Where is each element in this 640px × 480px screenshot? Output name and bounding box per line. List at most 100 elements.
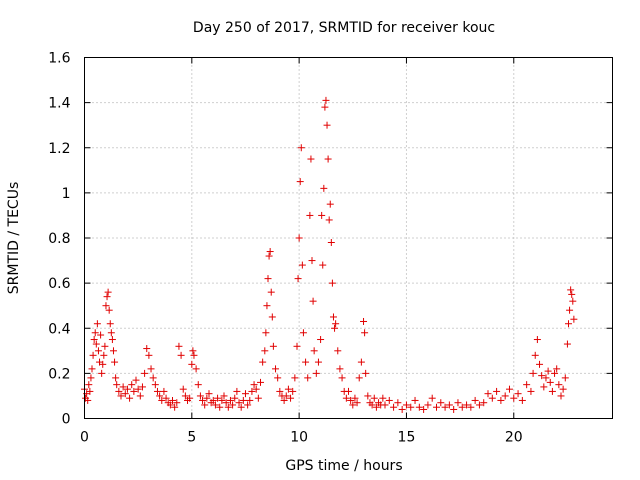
data-point <box>269 342 277 350</box>
data-point <box>351 394 359 402</box>
data-point <box>531 351 539 359</box>
data-point <box>514 390 522 398</box>
data-point <box>542 374 550 382</box>
data-point <box>203 394 211 402</box>
data-point <box>171 403 179 411</box>
data-point <box>467 403 475 411</box>
data-point <box>196 392 204 400</box>
data-point <box>360 317 368 325</box>
data-point <box>194 381 202 389</box>
data-point <box>136 392 144 400</box>
data-point <box>162 394 170 402</box>
data-point <box>428 394 436 402</box>
data-point <box>529 369 537 377</box>
data-point <box>99 360 107 368</box>
data-point <box>493 387 501 395</box>
y-tick-labels: 0 0.2 0.4 0.6 0.8 1 1.2 1.4 1.6 <box>48 51 70 428</box>
data-point <box>276 387 284 395</box>
data-point <box>480 399 488 407</box>
data-point <box>153 387 161 395</box>
data-point <box>141 369 149 377</box>
data-point <box>103 293 111 301</box>
data-point <box>411 396 419 404</box>
data-point <box>97 331 105 339</box>
data-point <box>218 396 226 404</box>
data-point <box>326 200 334 208</box>
data-point <box>248 387 256 395</box>
data-point <box>231 394 239 402</box>
data-point <box>328 279 336 287</box>
data-point <box>109 347 117 355</box>
data-point <box>540 383 548 391</box>
data-point <box>454 399 462 407</box>
data-point <box>570 315 578 323</box>
x-axis-label: GPS time / hours <box>285 458 402 474</box>
data-point <box>92 340 100 348</box>
data-point <box>89 351 97 359</box>
data-point <box>510 394 518 402</box>
data-point <box>156 392 164 400</box>
data-point <box>261 347 269 355</box>
data-point <box>239 396 247 404</box>
data-point <box>553 365 561 373</box>
y-tick-label: 1.2 <box>48 141 70 157</box>
data-point <box>538 372 546 380</box>
data-point <box>323 121 331 129</box>
data-point <box>160 387 168 395</box>
data-point <box>216 403 224 411</box>
data-point <box>433 403 440 411</box>
data-point <box>312 369 320 377</box>
data-point <box>304 374 312 382</box>
data-point <box>568 290 576 298</box>
data-point <box>268 313 276 321</box>
data-point <box>211 401 219 409</box>
data-point <box>189 347 197 355</box>
data-point <box>105 306 113 314</box>
data-point <box>293 342 301 350</box>
data-point <box>188 360 196 368</box>
data-point <box>267 288 275 296</box>
data-point <box>226 396 234 404</box>
y-tick-label: 0.4 <box>48 321 70 337</box>
data-point <box>175 342 183 350</box>
data-point <box>259 358 267 366</box>
data-point <box>284 385 292 393</box>
data-point <box>306 211 314 219</box>
x-tick-label: 15 <box>398 430 416 446</box>
data-point <box>398 405 406 413</box>
data-point <box>463 401 471 409</box>
data-point <box>87 374 95 382</box>
data-point <box>364 392 372 400</box>
data-point <box>111 358 119 366</box>
data-point <box>134 385 142 393</box>
data-point <box>113 381 121 389</box>
data-point <box>190 351 198 359</box>
data-point <box>272 365 280 373</box>
data-point <box>102 302 110 310</box>
data-point <box>567 286 575 294</box>
data-point <box>229 401 237 409</box>
data-point <box>527 387 535 395</box>
data-point <box>257 378 264 386</box>
data-point <box>90 336 98 344</box>
data-point <box>390 403 398 411</box>
data-point <box>372 403 380 411</box>
data-point <box>128 381 136 389</box>
data-point <box>488 394 496 402</box>
data-point <box>143 345 151 353</box>
data-point <box>338 374 346 382</box>
data-point <box>557 392 565 400</box>
data-point <box>551 369 559 377</box>
data-point <box>266 248 274 256</box>
data-point <box>130 387 138 395</box>
data-point <box>108 336 116 344</box>
data-point <box>317 336 325 344</box>
data-point <box>132 376 140 384</box>
data-point <box>407 403 415 411</box>
data-point <box>149 374 157 382</box>
data-point <box>302 358 310 366</box>
data-point <box>145 351 153 359</box>
data-point <box>334 347 342 355</box>
data-point <box>296 178 304 186</box>
